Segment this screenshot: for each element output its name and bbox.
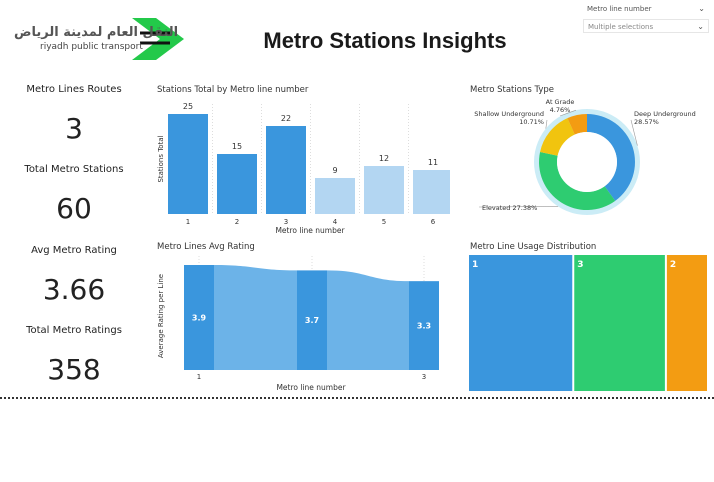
tile-label: 3	[577, 260, 583, 270]
leader-line	[478, 206, 559, 208]
kpi-label-total-ratings: Total Metro Ratings	[26, 325, 122, 336]
data-label: 11	[428, 158, 438, 167]
kpi-label-lines: Metro Lines Routes	[26, 84, 122, 95]
x-tick-label: 1	[197, 373, 201, 381]
treemap-tile-3	[574, 255, 665, 391]
ribbon-1	[214, 265, 297, 370]
chevron-down-icon[interactable]: ⌄	[698, 4, 705, 13]
x-axis-label: Metro line number	[276, 383, 346, 392]
leader-line	[545, 119, 548, 129]
x-axis-label: Metro line number	[275, 226, 345, 235]
rpt-logo-icon	[132, 18, 184, 60]
slice-label: At Grade	[546, 98, 575, 106]
donut-hole	[557, 132, 617, 192]
slice-label: Elevated 27.38%	[482, 204, 537, 212]
x-tick-label: 2	[235, 218, 239, 226]
bar-line-3	[409, 281, 439, 370]
x-tick-label: 4	[333, 218, 338, 226]
treemap-tile-1	[469, 255, 573, 391]
usage-treemap[interactable]: 1 3 2	[468, 254, 708, 392]
donut-slice-deep-underground	[587, 114, 635, 201]
x-tick-label: 5	[382, 218, 386, 226]
data-label: 3.3	[417, 322, 431, 331]
bar-2	[217, 154, 257, 214]
slicer-value: Multiple selections	[588, 23, 654, 31]
x-tick-label: 6	[431, 218, 436, 226]
data-label: 15	[232, 142, 242, 151]
slice-label: Shallow Underground	[474, 110, 544, 118]
page-title: Metro Stations Insights	[263, 28, 507, 53]
data-label: 3.7	[305, 316, 319, 325]
logo-arabic-text: النقل العام لمدينة الرياض	[14, 25, 179, 40]
data-label: 9	[332, 166, 337, 175]
kpi-value-total-ratings: 358	[47, 353, 101, 386]
chevron-down-icon[interactable]: ⌄	[697, 22, 704, 31]
x-tick-label: 1	[186, 218, 190, 226]
slice-value: 28.57%	[634, 118, 659, 126]
bar-line-2	[297, 270, 327, 370]
y-axis-label: Average Rating per Line	[157, 274, 165, 358]
x-tick-label: 3	[422, 373, 426, 381]
leader-line	[559, 109, 577, 117]
slice-label: Deep Underground	[634, 110, 696, 118]
tile-label: 2	[670, 260, 676, 270]
slicer-header[interactable]: Metro line number ⌄	[583, 2, 709, 16]
rating-chart-title: Metro Lines Avg Rating	[157, 242, 255, 252]
bar-line-1	[184, 265, 214, 370]
data-label: 12	[379, 154, 389, 163]
treemap-tile-2	[666, 255, 707, 391]
tile-label: 1	[472, 260, 478, 270]
data-label: 3.9	[192, 314, 207, 323]
bar-6	[413, 170, 450, 214]
donut-slice-at-grade	[567, 114, 587, 135]
slicer-dropdown[interactable]: Multiple selections ⌄	[583, 19, 709, 33]
kpi-value-lines: 3	[65, 112, 83, 145]
slicer-label: Metro line number	[587, 5, 652, 13]
donut-slice-shallow-underground	[540, 118, 575, 156]
donut-chart-title: Metro Stations Type	[470, 85, 554, 95]
treemap-title: Metro Line Usage Distribution	[470, 242, 597, 252]
slice-value: 10.71%	[519, 118, 544, 126]
kpi-value-stations: 60	[56, 192, 92, 225]
donut-slice-elevated	[539, 152, 616, 210]
x-tick-label: 3	[284, 218, 288, 226]
bar-1	[168, 114, 208, 214]
bar-4	[315, 178, 355, 214]
leader-line	[630, 119, 638, 146]
ribbon-2	[327, 270, 409, 370]
bar-5	[364, 166, 404, 214]
bar-3	[266, 126, 306, 214]
logo-english-text: riyadh public transport	[40, 42, 143, 52]
kpi-label-stations: Total Metro Stations	[24, 164, 124, 175]
rating-ribbon-chart[interactable]: 3.9 3.7 3.3 1 3 Metro line number Average Rati…	[150, 252, 450, 396]
kpi-value-avg-rating: 3.66	[42, 273, 106, 306]
kpi-label-avg-rating: Avg Metro Rating	[31, 245, 117, 256]
divider	[0, 397, 714, 399]
slice-value: 4.76%	[550, 106, 571, 114]
bar-chart-title: Stations Total by Metro line number	[157, 85, 309, 95]
data-label: 25	[183, 102, 193, 111]
y-axis-label: Stations Total	[157, 135, 165, 182]
data-label: 22	[281, 114, 291, 123]
